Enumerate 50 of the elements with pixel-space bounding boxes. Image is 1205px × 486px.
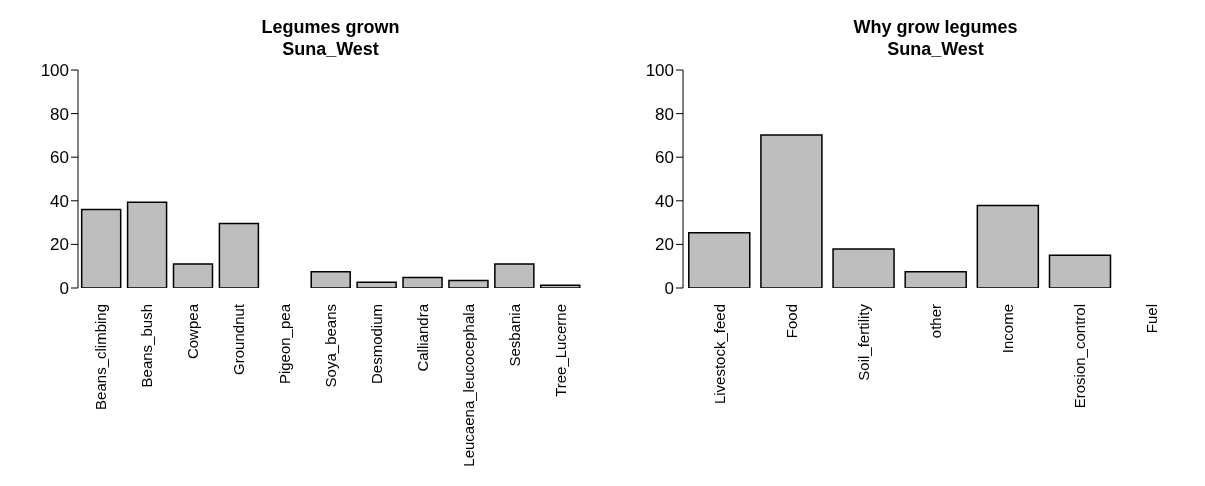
bar <box>1048 254 1112 288</box>
chart-title: Legumes grown <box>260 16 401 38</box>
bar <box>448 279 489 288</box>
x-tick-label: Livestock_feed <box>710 304 728 405</box>
x-tick-label: Pigeon_pea <box>276 303 294 385</box>
y-tick-label: 80 <box>655 104 674 124</box>
y-tick-label: 20 <box>50 235 69 255</box>
x-tick-label: Food <box>782 304 800 339</box>
bar <box>402 276 443 288</box>
y-tick-label: 20 <box>655 235 674 255</box>
bar <box>356 281 397 288</box>
x-tick-label: Income <box>999 304 1017 354</box>
x-tick-label: Beans_bush <box>138 304 156 388</box>
y-tick-label: 100 <box>40 61 69 81</box>
x-tick-label: Soya_beans <box>322 304 339 388</box>
y-tick-label: 100 <box>645 61 674 81</box>
x-tick-label: Desmodium <box>367 304 385 385</box>
bar <box>172 263 214 288</box>
chart-title: Why grow legumes <box>852 16 1019 38</box>
x-tick-label: other <box>927 304 944 339</box>
y-tick-label: 40 <box>50 191 69 211</box>
bar <box>494 263 535 288</box>
chart-subtitle: Suna_West <box>281 38 380 60</box>
x-tick-label: Beans_climbing <box>92 304 110 410</box>
bar <box>904 270 967 288</box>
y-tick-label: 60 <box>655 148 674 168</box>
bar <box>832 248 895 288</box>
x-tick-label: Tree_Lucerne <box>551 304 569 397</box>
y-tick-label: 0 <box>664 279 674 299</box>
y-tick-label: 80 <box>50 104 69 124</box>
bar <box>976 204 1040 288</box>
bar <box>80 208 122 288</box>
bar <box>760 134 823 288</box>
x-tick-label: Erosion_control <box>1071 304 1089 409</box>
bar <box>540 284 581 288</box>
x-tick-label: Calliandra <box>413 303 431 372</box>
bar <box>126 201 168 288</box>
y-tick-label: 0 <box>59 279 69 299</box>
bar <box>310 270 351 288</box>
y-tick-label: 40 <box>655 191 674 211</box>
x-tick-label: Groundnut <box>230 303 248 375</box>
bar <box>218 222 260 288</box>
bar <box>688 231 751 288</box>
x-tick-label: Leucaena_leucocephala <box>459 303 477 467</box>
y-tick-label: 60 <box>50 148 69 168</box>
x-tick-label: Sesbania <box>505 303 523 367</box>
x-tick-label: Fuel <box>1143 304 1161 334</box>
x-tick-label: Soil_fertility <box>854 303 872 381</box>
x-tick-label: Cowpea <box>184 303 202 360</box>
chart-subtitle: Suna_West <box>886 38 985 60</box>
